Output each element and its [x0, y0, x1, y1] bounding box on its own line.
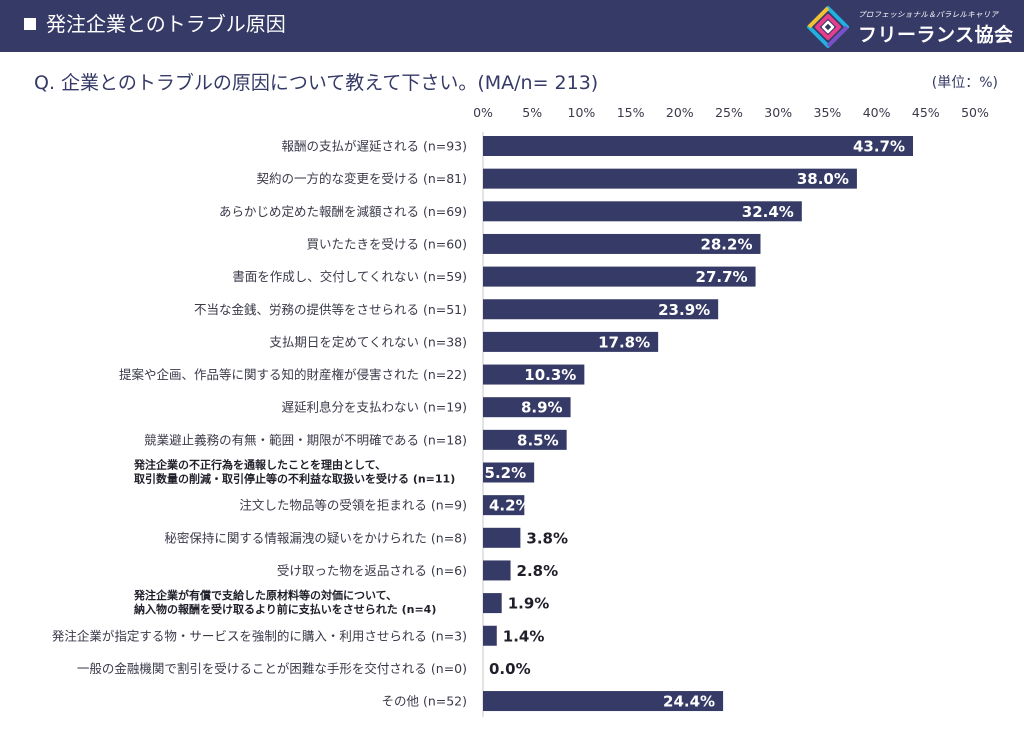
x-tick-label: 25% — [715, 105, 743, 120]
category-label: その他 (n=52) — [381, 694, 467, 709]
category-label: 報酬の支払が遅延される (n=93) — [281, 139, 467, 154]
page-title: 発注企業とのトラブル原因 — [46, 12, 286, 36]
x-tick-label: 0% — [473, 105, 493, 120]
bar — [483, 331, 659, 352]
category-label: 契約の一方的な変更を受ける (n=81) — [256, 171, 467, 186]
data-label: 0.0% — [489, 660, 531, 678]
category-label: 遅延利息分を支払わない (n=19) — [281, 400, 467, 415]
category-label: 支払期日を定めてくれない (n=38) — [269, 334, 467, 349]
data-label: 23.9% — [658, 301, 710, 319]
category-label-line: 納入物の報酬を受け取るより前に支払いをさせられた (n=4) — [134, 602, 436, 616]
data-label: 4.2% — [489, 497, 531, 515]
data-label: 27.7% — [696, 268, 748, 286]
bar — [483, 527, 521, 548]
data-label: 43.7% — [853, 138, 905, 156]
data-label: 24.4% — [663, 693, 715, 711]
bar — [483, 233, 761, 254]
logo-name: フリーランス協会 — [858, 24, 1014, 46]
x-tick-label: 20% — [666, 105, 694, 120]
category-label: 不当な金銭、労務の提供等をさせられる (n=51) — [194, 302, 467, 317]
question-title: Q. 企業とのトラブルの原因について教えて下さい。(MA/n= 213) — [34, 72, 599, 94]
category-label: 買いたたきを受ける (n=60) — [306, 236, 467, 251]
x-tick-label: 10% — [568, 105, 596, 120]
bar — [483, 299, 719, 320]
category-label: 書面を作成し、交付してくれない (n=59) — [232, 269, 467, 284]
category-label: 一般の金融機関で割引を受けることが困難な手形を交付される (n=0) — [77, 661, 467, 676]
logo-subtitle: プロフェッショナル＆パラレルキャリア — [858, 10, 999, 19]
x-tick-label: 40% — [863, 105, 891, 120]
bar — [483, 201, 802, 222]
data-label: 28.2% — [700, 235, 752, 253]
data-label: 2.8% — [517, 562, 559, 580]
category-label: 秘密保持に関する情報漏洩の疑いをかけられた (n=8) — [164, 530, 467, 545]
category-label-line: 取引数量の削減・取引停止等の不利益な取扱いを受ける (n=11) — [134, 472, 455, 486]
bar — [483, 397, 571, 418]
category-label: 発注企業が指定する物・サービスを強制的に購入・利用させられる (n=3) — [52, 628, 467, 643]
bar — [483, 560, 511, 581]
bar — [483, 495, 525, 516]
data-label: 38.0% — [797, 170, 849, 188]
x-tick-label: 50% — [961, 105, 989, 120]
bar — [483, 266, 756, 287]
bar — [483, 429, 567, 450]
data-label: 8.9% — [521, 399, 563, 417]
x-tick-label: 30% — [764, 105, 792, 120]
category-label-line: 発注企業の不正行為を通報したことを理由として、 — [133, 458, 386, 472]
category-label: あらかじめ定めた報酬を減額される (n=69) — [219, 204, 467, 219]
square-bullet-icon — [24, 18, 36, 30]
category-label-line: 発注企業が有償で支給した原材料等の対価について、 — [133, 588, 397, 602]
data-label: 5.2% — [485, 464, 527, 482]
x-tick-label: 5% — [522, 105, 542, 120]
bar — [483, 168, 857, 189]
bar — [483, 593, 502, 614]
category-label: 競業避止義務の有無・範囲・期限が不明確である (n=18) — [144, 432, 467, 447]
category-label: 受け取った物を返品される (n=6) — [277, 563, 467, 578]
x-tick-label: 15% — [617, 105, 645, 120]
header-bar: 発注企業とのトラブル原因 プロフェッショナル＆パラレルキャリア フリーランス協会 — [0, 0, 1024, 52]
x-tick-label: 35% — [814, 105, 842, 120]
logo: プロフェッショナル＆パラレルキャリア フリーランス協会 — [806, 4, 1016, 48]
logo-mark-icon — [807, 6, 849, 48]
bar — [483, 691, 724, 712]
bar — [483, 462, 535, 483]
data-label: 8.5% — [517, 431, 559, 449]
data-label: 3.8% — [526, 529, 568, 547]
bar — [483, 364, 585, 385]
bar — [483, 625, 497, 646]
x-tick-label: 45% — [912, 105, 940, 120]
category-label: 提案や企画、作品等に関する知的財産権が侵害された (n=22) — [119, 367, 467, 382]
unit-label: (単位：%) — [931, 75, 998, 91]
category-label: 注文した物品等の受領を拒まれる (n=9) — [239, 498, 467, 513]
bar — [483, 136, 914, 156]
data-label: 10.3% — [524, 366, 576, 384]
data-label: 17.8% — [598, 333, 650, 351]
data-label: 1.4% — [503, 627, 545, 645]
data-label: 1.9% — [508, 595, 550, 613]
data-label: 32.4% — [742, 203, 794, 221]
